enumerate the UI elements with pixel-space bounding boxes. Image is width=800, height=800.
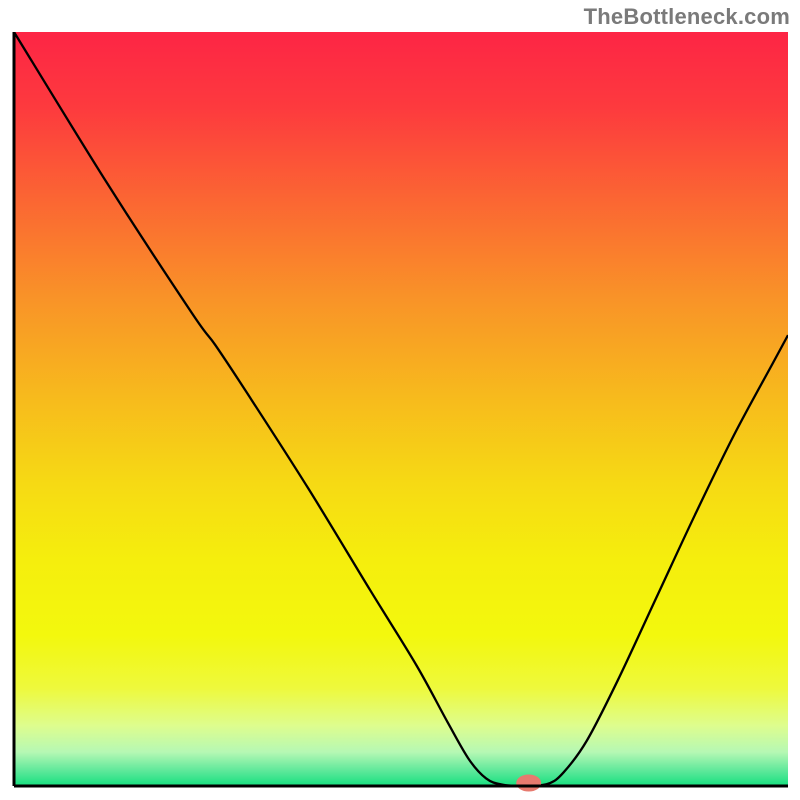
- chart-container: TheBottleneck.com: [0, 0, 800, 800]
- bottleneck-chart: [0, 0, 800, 800]
- watermark-text: TheBottleneck.com: [584, 4, 790, 30]
- plot-background: [14, 32, 788, 786]
- minimum-marker: [517, 775, 541, 791]
